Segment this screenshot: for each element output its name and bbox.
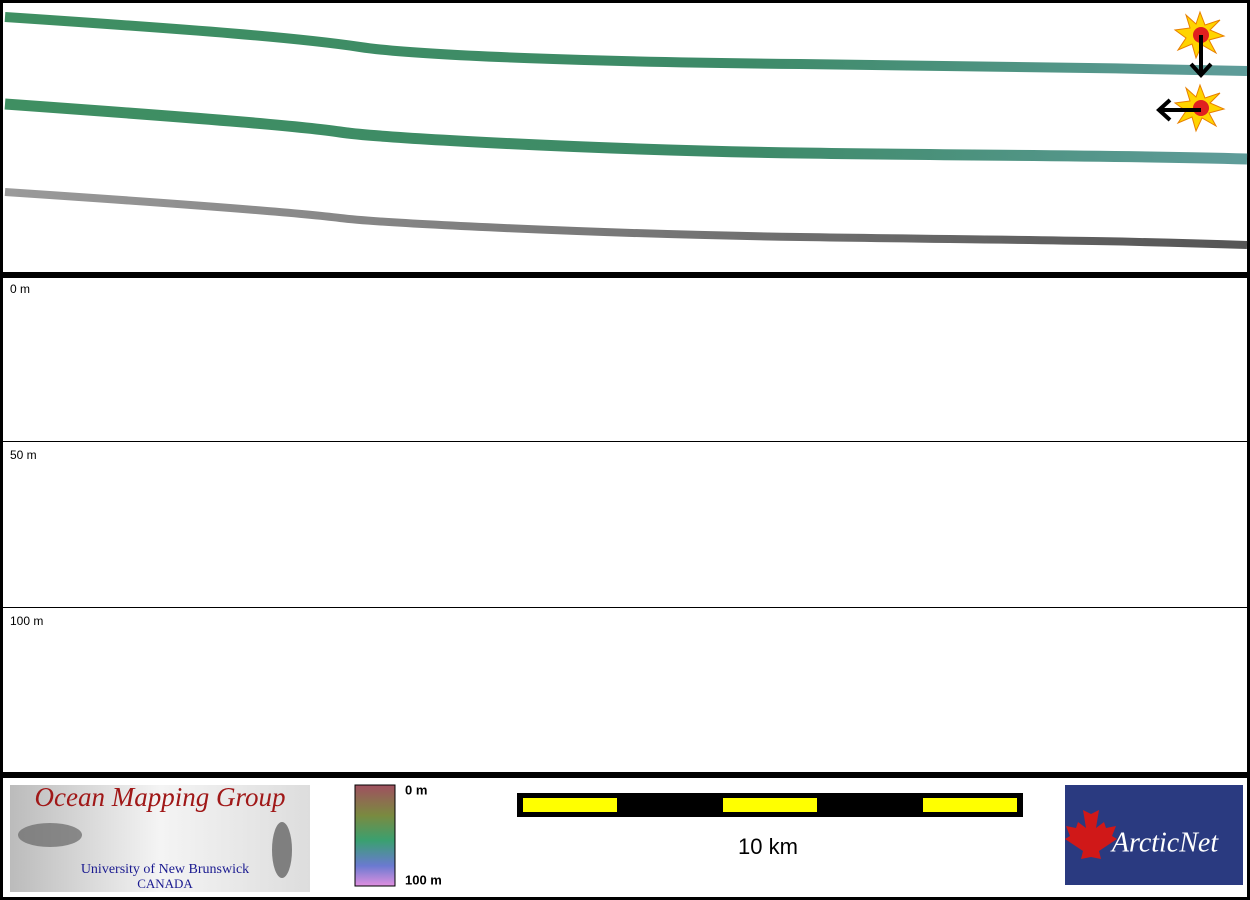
scale-segment bbox=[523, 798, 617, 812]
backscatter-track bbox=[4, 188, 1248, 249]
color-scale-label: 0 m bbox=[405, 782, 427, 797]
ship-marker bbox=[1156, 83, 1226, 133]
swath-track bbox=[4, 98, 1248, 165]
color-scale-label: 100 m bbox=[405, 872, 442, 887]
logo-text: University of New Brunswick bbox=[81, 862, 249, 877]
logo-text: CANADA bbox=[137, 876, 193, 891]
depth-label: 50 m bbox=[10, 448, 37, 462]
ship-marker bbox=[1173, 10, 1226, 78]
swath-track bbox=[4, 12, 1248, 76]
map-panel bbox=[3, 3, 1247, 272]
color-scale bbox=[354, 784, 396, 887]
scale-segment bbox=[723, 798, 817, 812]
logo-art bbox=[18, 823, 82, 847]
maple-leaf bbox=[1065, 800, 1117, 859]
profile-panel bbox=[3, 278, 1247, 772]
logo-art bbox=[272, 822, 292, 878]
scale-segment bbox=[923, 798, 1017, 812]
partner-name: ArcticNet bbox=[1110, 827, 1219, 858]
logo-title: Ocean Mapping Group bbox=[35, 782, 286, 812]
depth-label: 100 m bbox=[10, 614, 43, 628]
depth-label: 0 m bbox=[10, 282, 30, 296]
scale-label: 10 km bbox=[738, 834, 798, 859]
